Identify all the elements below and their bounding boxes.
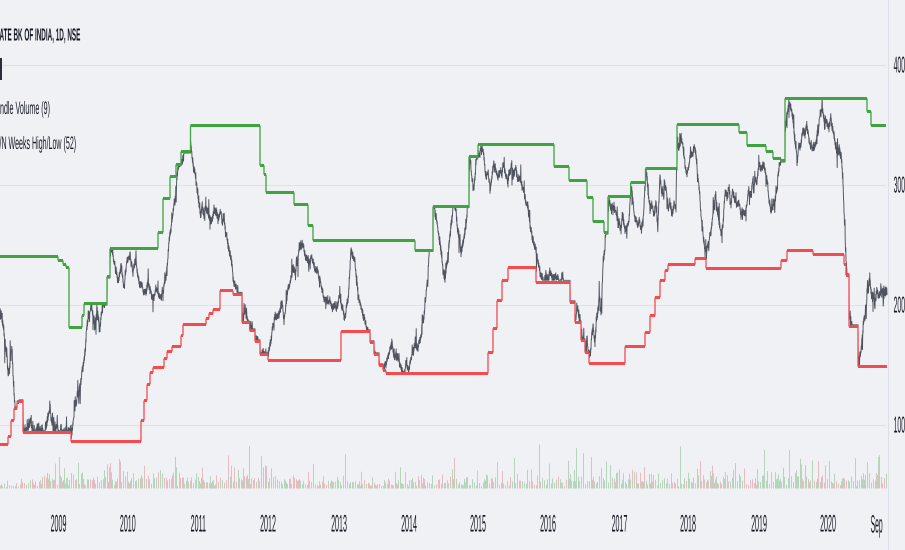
svg-text:Candle Volume (9): Candle Volume (9) (0, 98, 50, 118)
svg-text:2010: 2010 (120, 511, 136, 538)
svg-text:2011: 2011 (191, 511, 206, 538)
svg-text:2018: 2018 (680, 511, 696, 538)
svg-text:/N Weeks High/Low (52): /N Weeks High/Low (52) (0, 133, 76, 153)
svg-text:2012: 2012 (260, 511, 276, 538)
svg-text:2016: 2016 (540, 511, 556, 538)
svg-text:2015: 2015 (470, 511, 486, 538)
svg-text:2017: 2017 (612, 511, 628, 538)
svg-text:400: 400 (894, 52, 905, 78)
svg-text:2014: 2014 (401, 511, 417, 538)
svg-text:2009: 2009 (51, 511, 67, 538)
svg-text:300: 300 (894, 172, 905, 198)
svg-text:STATE BK OF INDIA, 1D, NSE: STATE BK OF INDIA, 1D, NSE (0, 25, 80, 45)
svg-text:2020: 2020 (820, 511, 836, 538)
svg-text:Sep: Sep (871, 511, 883, 539)
svg-text:2019: 2019 (751, 511, 767, 538)
svg-text:100: 100 (894, 412, 905, 438)
svg-text:2013: 2013 (331, 511, 347, 538)
svg-text:200: 200 (894, 292, 905, 318)
